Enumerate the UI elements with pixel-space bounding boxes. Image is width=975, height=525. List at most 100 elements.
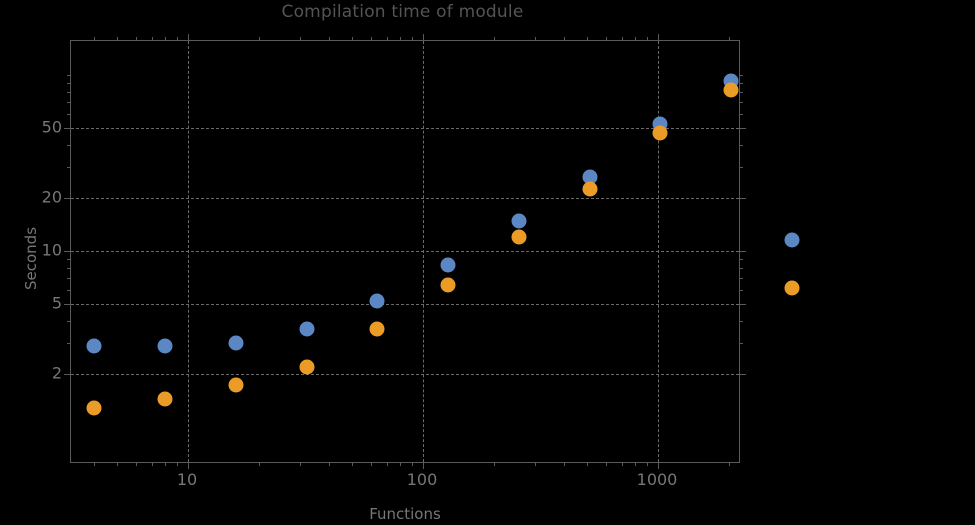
gridline-horizontal — [71, 374, 739, 375]
x-axis-minor-tick-top — [493, 37, 495, 41]
data-point-series-b — [86, 400, 102, 416]
y-axis-minor-tick — [67, 321, 71, 323]
y-axis-minor-tick — [67, 92, 71, 94]
x-axis-minor-tick — [94, 462, 96, 466]
x-axis-minor-tick — [329, 462, 331, 466]
data-point-series-b — [440, 277, 456, 293]
gridline-vertical — [658, 41, 659, 462]
gridline-horizontal — [71, 251, 739, 252]
x-axis-minor-tick — [151, 462, 153, 466]
data-point-series-a — [582, 169, 598, 185]
data-point-series-a — [511, 213, 527, 229]
x-axis-minor-tick — [564, 462, 566, 466]
data-point-series-a — [86, 338, 102, 354]
x-axis-minor-tick — [386, 462, 388, 466]
data-point-series-a — [157, 338, 173, 354]
x-axis-tick-top — [423, 34, 424, 41]
x-axis-minor-tick — [258, 462, 260, 466]
x-axis-minor-tick — [635, 462, 637, 466]
gridline-horizontal — [71, 128, 739, 129]
x-axis-tick-label: 10 — [176, 470, 198, 489]
y-axis-tick — [64, 198, 71, 200]
x-axis-minor-tick — [165, 462, 167, 466]
data-point-series-b — [228, 377, 244, 393]
y-axis-tick-right — [739, 128, 746, 129]
x-axis-minor-tick-top — [135, 37, 137, 41]
y-axis-minor-tick-right — [739, 102, 743, 104]
x-axis-minor-tick-top — [400, 37, 402, 41]
gridline-vertical — [423, 41, 424, 462]
data-point-series-a — [299, 321, 315, 337]
x-axis-minor-tick-top — [587, 37, 589, 41]
x-axis-minor-tick — [535, 462, 537, 466]
y-axis-tick — [64, 303, 71, 305]
y-axis-tick-label: 50 — [41, 117, 62, 137]
y-axis-minor-tick — [67, 167, 71, 169]
x-axis-minor-tick-top — [352, 37, 354, 41]
y-axis-tick-label: 2 — [51, 363, 62, 383]
plot-area — [64, 34, 800, 469]
y-axis-tick — [64, 251, 71, 252]
y-axis-minor-tick-right — [739, 83, 743, 85]
y-axis-minor-tick — [67, 259, 71, 261]
data-point-series-a — [369, 293, 385, 309]
x-axis-minor-tick — [370, 462, 372, 466]
x-axis-minor-tick — [605, 462, 607, 466]
x-axis-minor-tick-top — [647, 37, 649, 41]
y-axis-minor-tick-right — [739, 343, 743, 344]
x-axis-tick-label: 1000 — [636, 470, 678, 489]
gridline-vertical — [188, 41, 189, 462]
x-axis-minor-tick — [493, 462, 495, 466]
data-point-series-b — [369, 321, 385, 337]
y-axis-tick-label: 5 — [51, 293, 62, 313]
plot-frame — [64, 34, 800, 469]
x-axis-minor-tick-top — [605, 37, 607, 41]
x-axis-minor-tick — [352, 462, 354, 466]
y-axis-minor-tick — [67, 114, 71, 116]
x-axis-minor-tick-top — [386, 37, 388, 41]
y-axis-tick-label: 20 — [41, 187, 62, 207]
x-axis-minor-tick — [728, 462, 730, 466]
x-axis-title: Functions — [369, 505, 441, 523]
x-axis-minor-tick — [135, 462, 137, 466]
x-axis-minor-tick-top — [329, 37, 331, 41]
y-axis-minor-tick-right — [739, 167, 743, 169]
y-axis-minor-tick-right — [739, 114, 743, 116]
x-axis-tick-top — [658, 34, 659, 41]
data-point-series-a — [440, 257, 456, 273]
x-axis-tick — [423, 462, 424, 469]
y-axis-tick-right — [739, 374, 746, 375]
y-axis-minor-tick — [67, 343, 71, 344]
y-axis-tick-right — [739, 251, 746, 252]
x-axis-minor-tick-top — [165, 37, 167, 41]
y-axis-minor-tick-right — [739, 278, 743, 280]
y-axis-minor-tick-right — [739, 92, 743, 94]
y-axis-tick-label: 10 — [41, 240, 62, 260]
x-axis-minor-tick-top — [564, 37, 566, 41]
y-axis-minor-tick — [67, 290, 71, 292]
x-axis-minor-tick — [117, 462, 119, 466]
x-axis-minor-tick-top — [728, 37, 730, 41]
data-point-series-a — [784, 232, 800, 248]
data-point-series-b — [723, 82, 739, 98]
x-axis-minor-tick-top — [94, 37, 96, 41]
x-axis-minor-tick-top — [117, 37, 119, 41]
x-axis-minor-tick — [300, 462, 302, 466]
y-axis-minor-tick-right — [739, 259, 743, 261]
x-axis-tick-top — [188, 34, 189, 41]
x-axis-minor-tick-top — [535, 37, 537, 41]
x-axis-tick — [188, 462, 189, 469]
data-point-series-b — [652, 125, 668, 141]
y-axis-minor-tick — [67, 268, 71, 270]
x-axis-minor-tick-top — [412, 37, 414, 41]
y-axis-minor-tick-right — [739, 290, 743, 292]
y-axis-minor-tick — [67, 83, 71, 85]
data-point-series-b — [299, 359, 315, 375]
x-axis-tick — [658, 462, 659, 469]
y-axis-tick — [64, 128, 71, 129]
x-axis-minor-tick-top — [151, 37, 153, 41]
data-point-series-b — [784, 280, 800, 296]
data-point-series-b — [157, 391, 173, 407]
data-point-series-b — [582, 181, 598, 197]
